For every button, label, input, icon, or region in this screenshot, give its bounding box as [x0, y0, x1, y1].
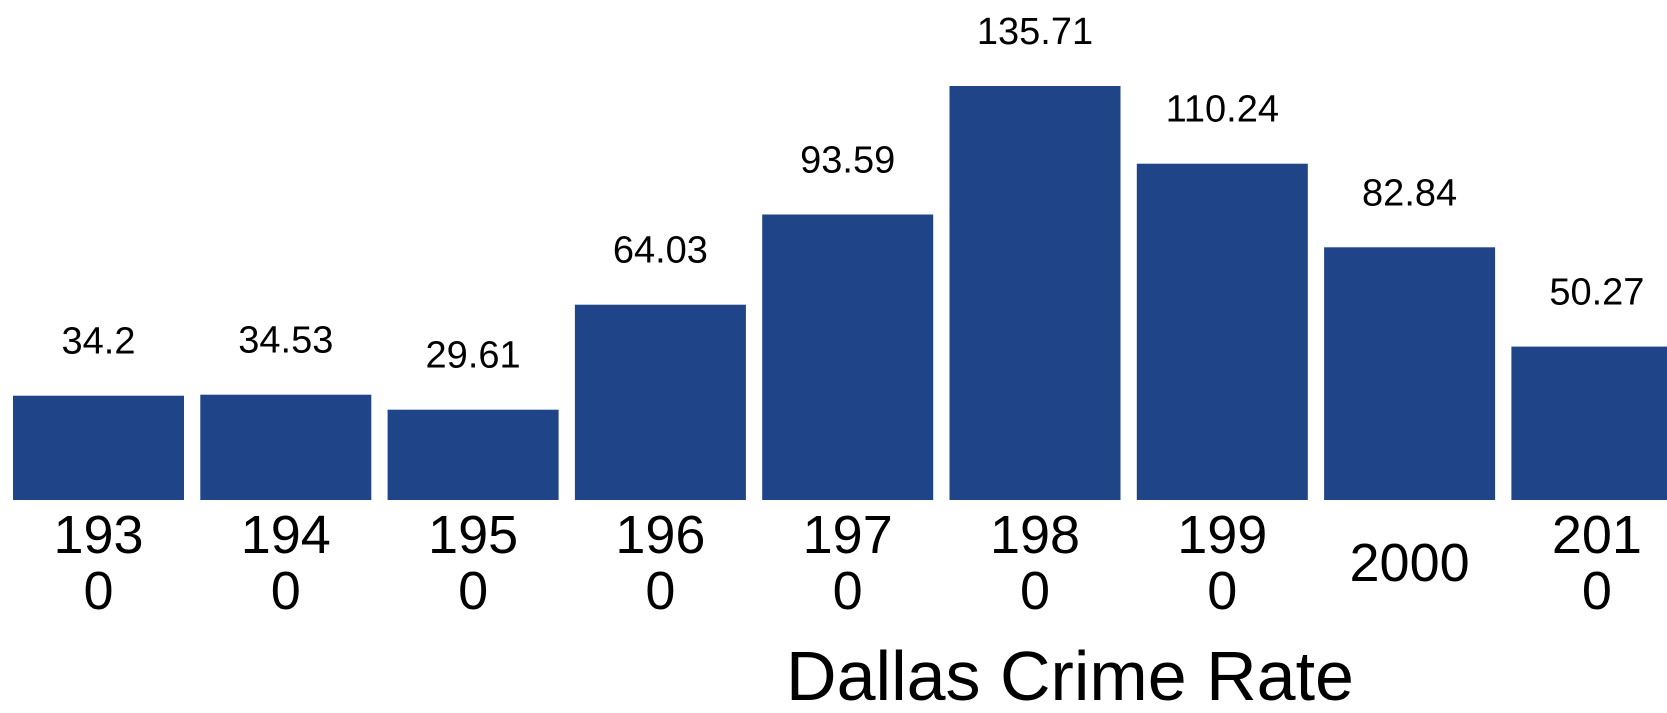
- x-tick-label-1950: 195 0: [428, 505, 518, 621]
- value-label-1970: 93.59: [800, 140, 895, 182]
- value-label-2000: 82.84: [1362, 172, 1457, 214]
- value-label-1940: 34.53: [238, 320, 333, 362]
- bar-2010: [1511, 346, 1667, 500]
- value-label-2010: 50.27: [1549, 272, 1644, 314]
- bar-2000: [1324, 247, 1496, 500]
- x-axis-label: Dallas Crime Rate: [786, 637, 1354, 708]
- value-label-1980: 135.71: [977, 11, 1093, 53]
- bar-1950: [387, 409, 559, 500]
- x-tick-label-1940: 194 0: [241, 505, 331, 621]
- x-tick-label-1930: 193 0: [53, 505, 143, 621]
- bars-group: [13, 86, 1667, 500]
- bar-1970: [762, 214, 934, 500]
- bar-1990: [1136, 163, 1308, 500]
- value-label-1960: 64.03: [613, 230, 708, 272]
- bar-1940: [200, 394, 372, 500]
- value-label-1930: 34.2: [62, 321, 136, 363]
- value-label-1950: 29.61: [426, 335, 521, 377]
- x-tick-label-1980: 198 0: [990, 505, 1080, 621]
- x-tick-labels-group: 193 0 194 0 195 0 196 0 197 0 198 0 199 0 2000 201 0: [53, 505, 1642, 621]
- value-label-1990: 110.24: [1166, 89, 1279, 131]
- x-tick-label-1990: 199 0: [1177, 505, 1267, 621]
- value-labels-group: 34.2 34.53 29.61 64.03 93.59 135.71 110.24 82.8…: [62, 11, 1645, 377]
- bar-1980: [949, 86, 1121, 500]
- x-tick-label-1970: 197 0: [803, 505, 893, 621]
- bar-1930: [13, 395, 184, 500]
- bar-1960: [574, 304, 746, 500]
- x-tick-label-2010: 201 0: [1552, 505, 1642, 621]
- x-tick-label-2000: 2000: [1350, 533, 1470, 593]
- x-tick-label-1960: 196 0: [615, 505, 705, 621]
